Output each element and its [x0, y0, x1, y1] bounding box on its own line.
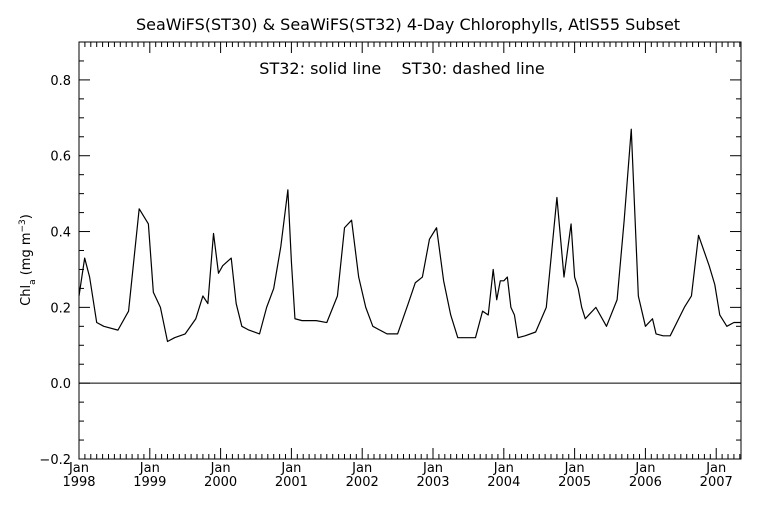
y-tick-label: 0.6: [50, 150, 71, 165]
y-axis: −0.2 0.0 0.2 0.4 0.6 0.8: [39, 41, 741, 468]
y-axis-label-middle: (mg m: [19, 232, 34, 279]
y-tick-label: 0.8: [50, 74, 71, 89]
x-tick-year-label: 2002: [346, 475, 379, 490]
x-tick-year-label: 1998: [62, 475, 95, 490]
y-axis-label: Chla (mg m−3): [18, 214, 38, 306]
x-tick-month-label: Jan: [493, 461, 514, 476]
y-tick-label: 0.0: [50, 377, 71, 392]
y-tick-label: −0.2: [39, 453, 71, 468]
x-tick-month-label: Jan: [210, 461, 231, 476]
series-line-solid: [78, 128, 741, 343]
x-tick-year-label: 2004: [487, 475, 520, 490]
x-tick-year-label: 2006: [629, 475, 662, 490]
x-tick-month-label: Jan: [705, 461, 726, 476]
x-tick-month-label: Jan: [634, 461, 655, 476]
x-tick-year-label: 2003: [416, 475, 449, 490]
y-axis-label-suffix: ): [19, 214, 34, 219]
chart-title: SeaWiFS(ST30) & SeaWiFS(ST32) 4-Day Chlo…: [136, 15, 680, 34]
x-tick-month-label: Jan: [139, 461, 160, 476]
x-tick-year-label: 2005: [558, 475, 591, 490]
y-tick-label: 0.4: [50, 226, 71, 241]
x-axis: Jan1998Jan1999Jan2000Jan2001Jan2002Jan20…: [62, 42, 741, 490]
plot-area-frame: [78, 41, 742, 460]
x-tick-month-label: Jan: [422, 461, 443, 476]
x-tick-year-label: 2000: [204, 475, 237, 490]
x-tick-year-label: 2001: [275, 475, 308, 490]
x-tick-month-label: Jan: [351, 461, 372, 476]
y-axis-label-prefix: Chl: [19, 285, 34, 306]
y-axis-label-sub: a: [28, 279, 38, 285]
x-tick-month-label: Jan: [280, 461, 301, 476]
y-axis-label-sup: −3: [18, 219, 28, 232]
x-tick-month-label: Jan: [564, 461, 585, 476]
series-group: [78, 128, 741, 343]
x-tick-year-label: 2007: [700, 475, 733, 490]
y-tick-label: 0.2: [50, 301, 71, 316]
x-tick-month-label: Jan: [68, 461, 89, 476]
series-annotation: ST32: solid line ST30: dashed line: [259, 59, 544, 78]
x-tick-year-label: 1999: [133, 475, 166, 490]
